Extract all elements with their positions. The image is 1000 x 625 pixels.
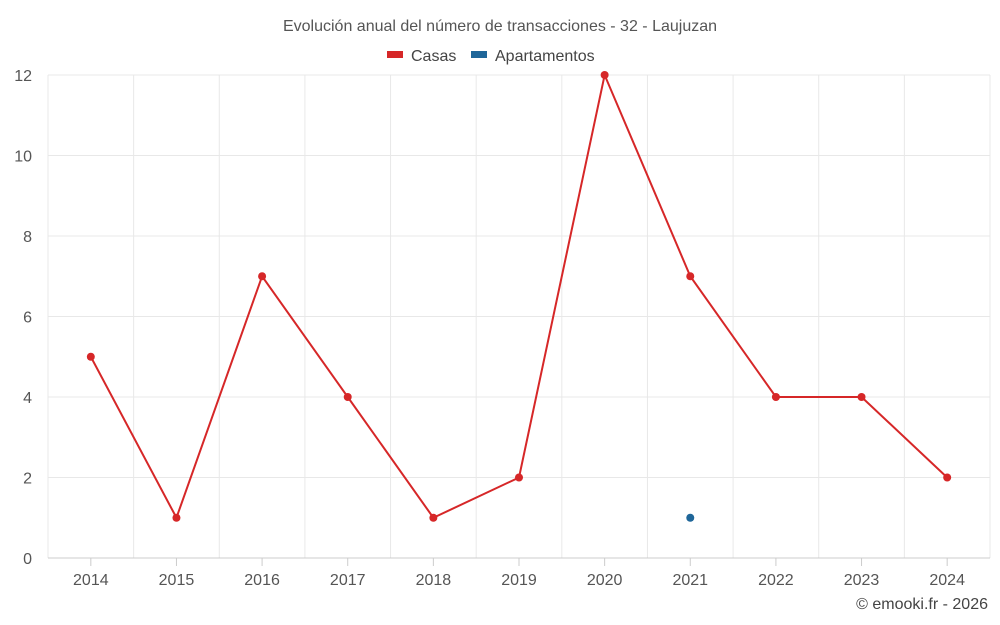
- x-tick-label: 2022: [758, 572, 794, 589]
- chart-title: Evolución anual del número de transaccio…: [283, 18, 717, 35]
- data-point-casas[interactable]: [686, 272, 695, 281]
- x-tick-label: 2018: [416, 572, 452, 589]
- credit-text: © emooki.fr - 2026: [856, 596, 988, 613]
- legend-label-apartamentos: Apartamentos: [495, 48, 595, 65]
- x-tick-label: 2019: [501, 572, 537, 589]
- x-axis: 2014 2015 2016 2017 2018 2019 2020 2021 2022 2023…: [48, 557, 990, 589]
- legend-item-casas[interactable]: Casas: [387, 48, 456, 65]
- data-point-apartamentos[interactable]: [686, 513, 695, 522]
- x-tick-label: 2017: [330, 572, 366, 589]
- grid: [47, 74, 991, 558]
- legend-swatch-apartamentos: [471, 51, 487, 58]
- x-tick-label: 2023: [844, 572, 880, 589]
- data-point-casas[interactable]: [857, 393, 866, 401]
- data-point-casas[interactable]: [86, 352, 95, 361]
- y-tick-label: 4: [23, 390, 32, 407]
- data-point-casas[interactable]: [515, 473, 523, 482]
- y-tick-label: 10: [14, 149, 32, 166]
- legend-item-apartamentos[interactable]: Apartamentos: [471, 48, 595, 65]
- data-point-casas[interactable]: [429, 513, 438, 522]
- x-tick-label: 2020: [587, 572, 623, 589]
- x-tick-label: 2016: [244, 572, 280, 589]
- y-axis: 0 2 4 6 8 10 12: [14, 68, 32, 568]
- series: [86, 71, 952, 522]
- y-tick-label: 0: [23, 551, 32, 568]
- x-tick-label: 2014: [73, 572, 109, 589]
- y-tick-label: 12: [14, 68, 32, 85]
- x-tick-label: 2024: [929, 572, 965, 589]
- x-tick-label: 2021: [672, 572, 708, 589]
- data-point-casas[interactable]: [343, 393, 352, 401]
- y-tick-label: 2: [23, 471, 32, 488]
- data-point-casas[interactable]: [258, 272, 267, 281]
- data-point-casas[interactable]: [172, 513, 181, 522]
- legend: Casas Apartamentos: [387, 48, 595, 65]
- data-point-casas[interactable]: [600, 71, 609, 79]
- x-tick-label: 2015: [159, 572, 195, 589]
- y-tick-label: 8: [23, 229, 32, 246]
- legend-label-casas: Casas: [411, 48, 456, 65]
- legend-swatch-casas: [387, 51, 403, 58]
- data-point-casas[interactable]: [771, 393, 780, 401]
- y-tick-label: 6: [23, 310, 32, 327]
- data-point-casas[interactable]: [943, 473, 952, 482]
